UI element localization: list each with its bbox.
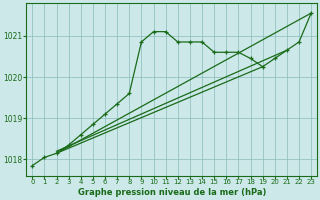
X-axis label: Graphe pression niveau de la mer (hPa): Graphe pression niveau de la mer (hPa) (77, 188, 266, 197)
